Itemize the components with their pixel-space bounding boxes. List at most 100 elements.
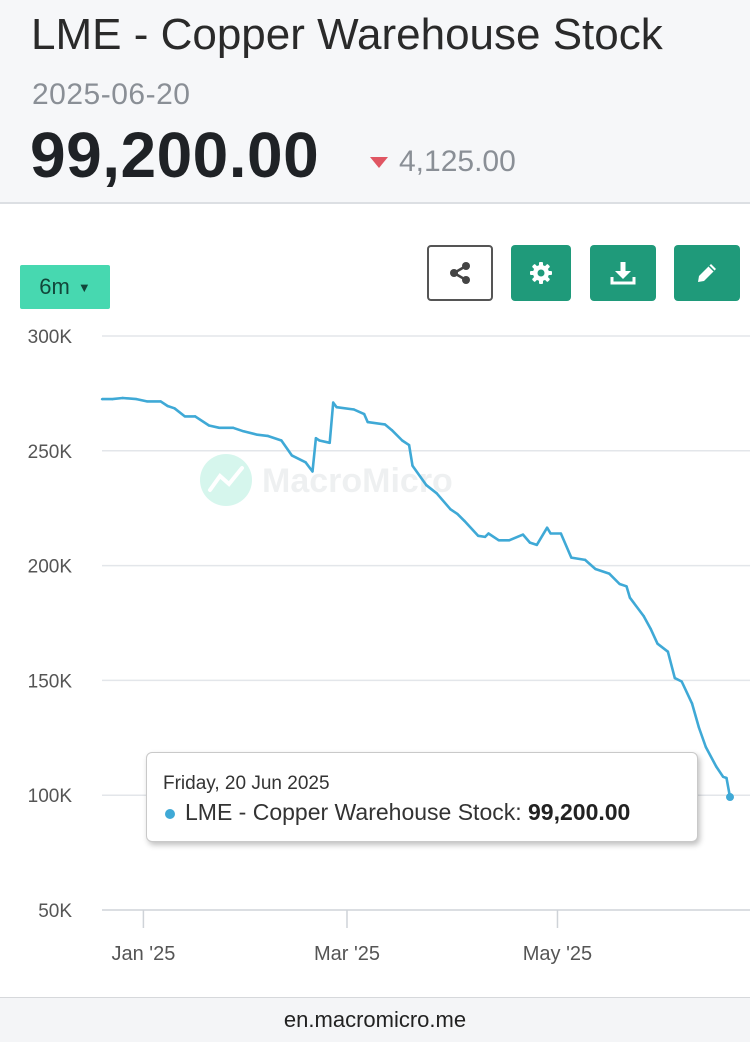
y-tick-label: 50K [38,901,72,922]
latest-value: 99,200.00 [30,119,320,191]
data-point [363,412,366,416]
data-point [673,676,676,680]
data-point [690,702,694,705]
data-point [449,508,452,511]
data-point [680,680,683,683]
data-point [400,439,404,442]
data-point [135,397,138,401]
x-tick-label: May '25 [523,943,592,965]
data-point [121,396,124,400]
data-point [463,519,466,523]
data-point [318,439,321,442]
x-tick-label: Jan '25 [111,943,175,965]
tooltip-date: Friday, 20 Jun 2025 [163,773,330,794]
data-point [290,454,293,457]
data-point [549,532,552,535]
data-point [335,405,338,409]
pencil-icon [698,264,716,282]
y-tick-label: 100K [28,786,73,807]
data-point [721,775,725,779]
y-tick-label: 300K [28,327,73,348]
data-point [456,512,459,516]
edit-button[interactable] [674,245,740,301]
x-axis: Jan '25 Mar '25 May '25 [111,910,592,965]
data-point [625,585,628,588]
data-point [594,567,597,571]
download-icon [610,262,636,285]
footer-site[interactable]: en.macromicro.me [283,1007,467,1032]
change-value: 4,125.00 [399,145,516,178]
data-point [193,415,197,418]
highlight-point [726,793,734,802]
y-tick-label: 250K [28,442,73,463]
data-point [266,434,269,438]
caret-down-icon: ▼ [77,279,91,295]
series-line [102,396,732,798]
data-point [559,532,563,535]
data-point [507,539,511,542]
chart-tooltip: Friday, 20 Jun 2025 LME - Copper Warehou… [146,752,698,842]
share-button[interactable] [427,245,493,301]
series-dot-icon [165,809,175,819]
footer: en.macromicro.me [0,997,750,1042]
data-point [331,401,335,404]
data-point [390,428,394,432]
tooltip-series: LME - Copper Warehouse Stock: 99,200.00 [185,799,630,826]
data-point [145,400,149,403]
data-point [100,397,104,401]
data-point [242,430,245,433]
page-title: LME - Copper Warehouse Stock [31,10,663,59]
data-point [352,408,356,411]
data-point [521,533,525,536]
page-header: LME - Copper Warehouse Stock 2025-06-20 … [0,0,750,204]
data-point [425,484,428,487]
tooltip-value: 99,200.00 [528,799,631,825]
y-tick-label: 150K [28,671,73,692]
data-point [725,776,728,780]
data-point [583,558,587,562]
data-point [435,492,438,495]
data-point [166,404,169,408]
data-point [314,436,318,440]
data-point [256,433,259,436]
data-point [535,543,538,547]
data-point [714,765,718,768]
latest-date: 2025-06-20 [32,78,191,111]
range-dropdown[interactable]: 6m ▼ [20,265,110,309]
data-point [311,470,314,473]
data-point [570,556,573,559]
data-point [407,443,411,447]
data-point [304,461,307,464]
series-points [100,396,734,802]
data-point [218,426,221,430]
tooltip-series-name: LME - Copper Warehouse Stock: [185,799,522,825]
data-point [487,532,490,535]
gear-icon [530,262,552,284]
data-point [528,541,532,544]
data-point [618,582,621,586]
data-point [183,415,187,418]
data-point [411,464,414,467]
data-point [383,423,387,426]
watermark: MacroMicro [200,454,453,506]
data-point [366,420,369,424]
data-point [328,441,331,444]
data-point [649,627,652,630]
share-icon [450,262,470,284]
data-point [704,745,708,749]
data-point [628,596,632,599]
data-point [476,534,480,537]
data-point [159,400,162,403]
y-tick-label: 200K [28,557,73,578]
download-button[interactable] [590,245,656,301]
chart: MacroMicro 300K 250K 200K 150K 100K 50K Jan '… [28,327,750,965]
data-point [280,439,283,442]
data-point [111,397,114,401]
data-point [545,526,549,529]
data-point [656,642,659,645]
data-point [483,535,487,539]
settings-button[interactable] [511,245,571,301]
data-point [207,424,211,427]
data-point [642,614,645,618]
down-arrow-icon [370,157,388,168]
